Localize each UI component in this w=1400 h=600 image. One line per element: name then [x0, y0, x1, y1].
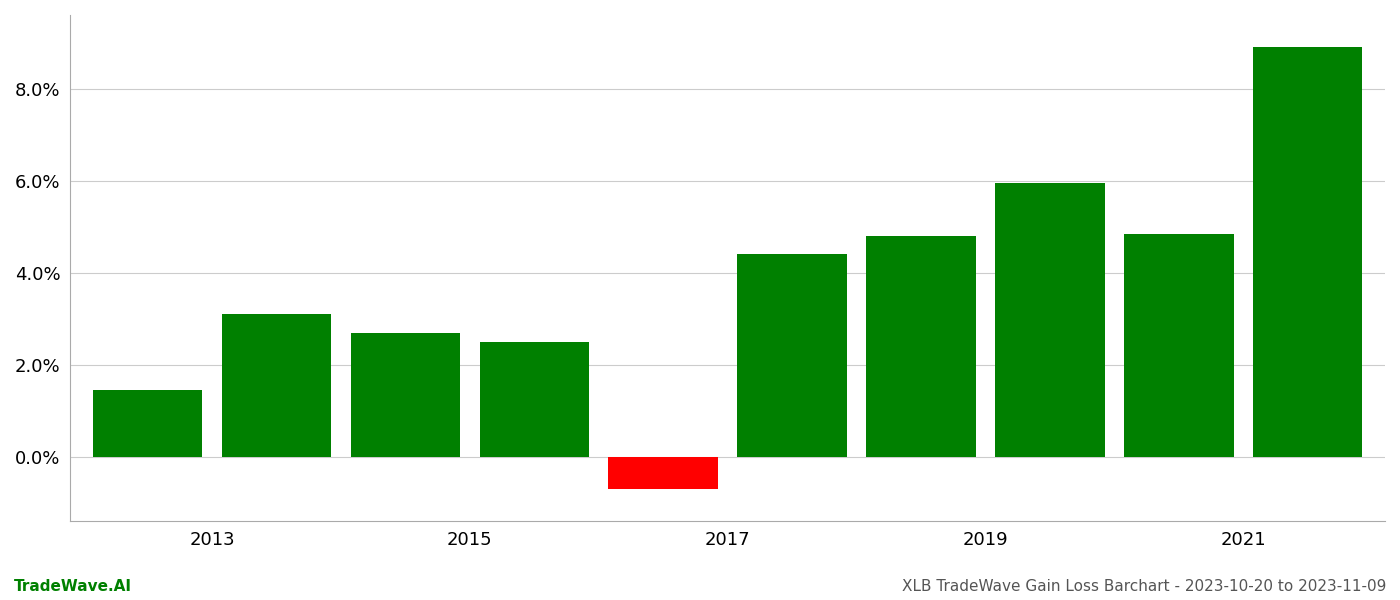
Bar — [480, 342, 589, 457]
Bar — [995, 183, 1105, 457]
Bar — [1253, 47, 1362, 457]
Text: TradeWave.AI: TradeWave.AI — [14, 579, 132, 594]
Bar — [350, 332, 461, 457]
Bar — [1124, 233, 1233, 457]
Bar — [221, 314, 332, 457]
Bar — [738, 254, 847, 457]
Bar — [867, 236, 976, 457]
Text: XLB TradeWave Gain Loss Barchart - 2023-10-20 to 2023-11-09: XLB TradeWave Gain Loss Barchart - 2023-… — [902, 579, 1386, 594]
Bar — [92, 390, 203, 457]
Bar — [609, 457, 718, 489]
